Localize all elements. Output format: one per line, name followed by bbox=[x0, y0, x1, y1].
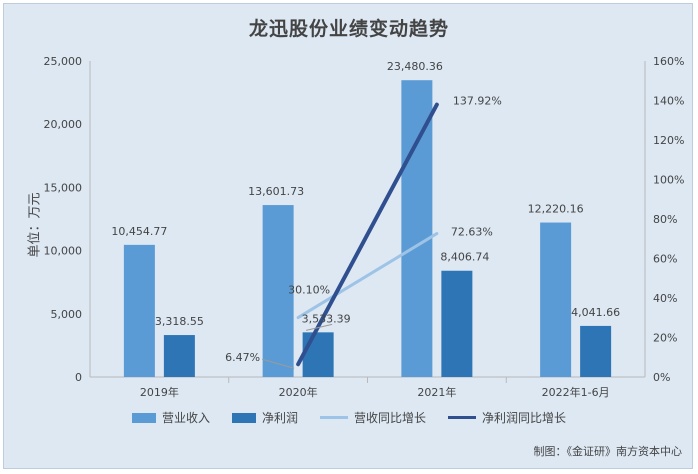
leader-line bbox=[306, 323, 333, 331]
bar-net-profit bbox=[441, 270, 473, 377]
line-revenue-growth bbox=[296, 232, 439, 320]
legend-item-net-profit: 净利润 bbox=[231, 409, 298, 426]
legend-swatch-profit-growth bbox=[448, 416, 477, 419]
legend-label-profit-growth: 净利润同比增长 bbox=[482, 411, 567, 425]
y-tick-label: 10,000 bbox=[44, 245, 83, 258]
credit-text: 制图：《金证研》南方资本中心 bbox=[533, 445, 683, 458]
y-tick-label: 5,000 bbox=[51, 308, 83, 321]
data-label-revenue-growth: 30.10% bbox=[288, 284, 330, 297]
bar-revenue bbox=[540, 222, 572, 377]
bar-revenue bbox=[123, 244, 155, 377]
y2-tick-label: 120% bbox=[653, 134, 684, 147]
legend-swatch-net-profit bbox=[231, 412, 256, 423]
y2-tick-label: 20% bbox=[653, 332, 677, 345]
y2-tick-label: 100% bbox=[653, 174, 684, 187]
line-profit-growth bbox=[296, 102, 439, 367]
bar-revenue bbox=[401, 80, 433, 377]
data-label-net-profit: 4,041.66 bbox=[571, 306, 620, 319]
y2-tick-label: 40% bbox=[653, 292, 677, 305]
bar-net-profit bbox=[302, 332, 334, 377]
data-label-revenue: 13,601.73 bbox=[248, 185, 304, 198]
data-label-profit-growth: 137.92% bbox=[453, 95, 502, 108]
legend-swatch-revenue-growth bbox=[320, 416, 348, 419]
bar-net-profit bbox=[163, 335, 195, 377]
chart-frame bbox=[3, 3, 693, 469]
y2-tick-label: 0% bbox=[653, 371, 670, 384]
data-label-net-profit: 3,533.39 bbox=[302, 312, 351, 325]
y-tick-label: 20,000 bbox=[44, 118, 83, 131]
data-label-revenue: 23,480.36 bbox=[387, 60, 443, 73]
bar-revenue bbox=[262, 205, 294, 377]
legend: 营业收入 净利润 营收同比增长 净利润同比增长 bbox=[0, 409, 698, 426]
y2-tick-label: 80% bbox=[653, 213, 677, 226]
bar-net-profit bbox=[580, 325, 612, 377]
y-tick-label: 25,000 bbox=[44, 55, 83, 68]
data-label-net-profit: 8,406.74 bbox=[440, 251, 489, 264]
data-label-net-profit: 3,318.55 bbox=[155, 315, 204, 328]
legend-item-revenue-growth: 营收同比增长 bbox=[320, 409, 426, 426]
leader-line bbox=[261, 358, 295, 369]
legend-item-revenue: 营业收入 bbox=[131, 409, 210, 426]
data-label-revenue: 12,220.16 bbox=[528, 203, 584, 216]
y2-tick-label: 140% bbox=[653, 95, 684, 108]
x-tick-label: 2022年1-6月 bbox=[542, 385, 610, 399]
legend-label-net-profit: 净利润 bbox=[261, 411, 298, 425]
x-tick-label: 2021年 bbox=[417, 385, 456, 399]
data-label-revenue-growth: 72.63% bbox=[451, 226, 493, 239]
x-tick-label: 2019年 bbox=[140, 385, 179, 399]
x-tick-label: 2020年 bbox=[279, 385, 318, 399]
legend-item-profit-growth: 净利润同比增长 bbox=[448, 409, 566, 426]
data-label-revenue: 10,454.77 bbox=[111, 225, 167, 238]
chart-title: 龙迅股份业绩变动趋势 bbox=[248, 18, 449, 40]
y-tick-label: 15,000 bbox=[44, 181, 83, 194]
data-label-profit-growth: 6.47% bbox=[225, 351, 260, 364]
legend-swatch-revenue bbox=[131, 412, 156, 423]
legend-label-revenue-growth: 营收同比增长 bbox=[354, 411, 427, 425]
y-tick-label: 0 bbox=[75, 371, 82, 384]
y2-tick-label: 160% bbox=[653, 55, 684, 68]
legend-label-revenue: 营业收入 bbox=[161, 411, 210, 425]
y2-tick-label: 60% bbox=[653, 253, 677, 266]
